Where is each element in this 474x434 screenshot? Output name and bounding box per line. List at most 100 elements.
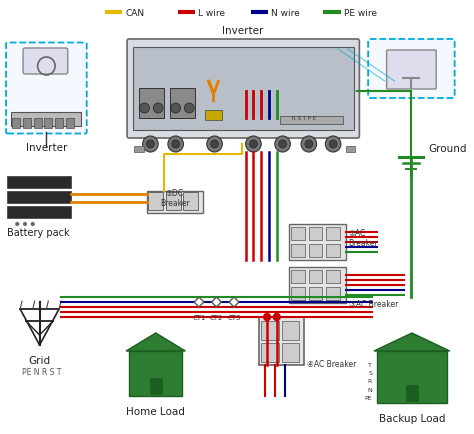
Text: CT1: CT1 <box>192 314 206 320</box>
Bar <box>139 89 164 119</box>
Text: R S T P E: R S T P E <box>292 116 316 121</box>
Polygon shape <box>374 333 450 351</box>
Text: T
S
R
N
PE: T S R N PE <box>365 362 372 400</box>
Circle shape <box>168 137 183 153</box>
Circle shape <box>172 141 180 149</box>
Bar <box>326 227 340 240</box>
Bar <box>309 270 322 283</box>
Circle shape <box>31 223 35 227</box>
FancyBboxPatch shape <box>368 40 455 99</box>
Bar <box>326 244 340 257</box>
Circle shape <box>249 141 257 149</box>
Circle shape <box>15 207 19 211</box>
Bar <box>34 119 42 129</box>
Bar <box>55 119 63 129</box>
Bar <box>309 244 322 257</box>
Circle shape <box>246 137 261 153</box>
Circle shape <box>23 193 27 197</box>
Circle shape <box>305 141 313 149</box>
Bar <box>8 191 71 204</box>
Circle shape <box>301 137 317 153</box>
Circle shape <box>15 223 19 227</box>
Text: N wire: N wire <box>271 9 300 17</box>
Bar <box>282 343 299 362</box>
Bar <box>66 119 73 129</box>
Bar <box>146 191 203 214</box>
Text: PE wire: PE wire <box>344 9 377 17</box>
Circle shape <box>146 141 154 149</box>
FancyBboxPatch shape <box>6 43 87 134</box>
Text: PE N R S T: PE N R S T <box>22 367 61 376</box>
Circle shape <box>329 141 337 149</box>
Circle shape <box>279 141 286 149</box>
Bar <box>290 267 346 303</box>
Text: CT3: CT3 <box>227 314 241 320</box>
Bar <box>280 117 343 125</box>
Circle shape <box>264 314 271 321</box>
Bar <box>292 244 305 257</box>
Bar <box>290 224 346 260</box>
Text: Inverter: Inverter <box>222 26 264 36</box>
Bar <box>170 89 195 119</box>
Text: Battery pack: Battery pack <box>7 227 70 237</box>
Bar <box>406 385 418 401</box>
Circle shape <box>184 104 194 114</box>
Circle shape <box>140 104 149 114</box>
Bar <box>309 227 322 240</box>
Text: ④AC Breaker: ④AC Breaker <box>307 359 356 368</box>
Bar <box>282 321 299 340</box>
Bar <box>129 351 182 396</box>
Circle shape <box>210 141 219 149</box>
Circle shape <box>23 207 27 211</box>
Text: ②AC
Breaker: ②AC Breaker <box>349 228 378 248</box>
Bar <box>292 287 305 300</box>
Polygon shape <box>126 333 185 351</box>
Circle shape <box>273 314 280 321</box>
Bar <box>12 119 20 129</box>
Polygon shape <box>194 297 204 307</box>
Text: ③AC Breaker: ③AC Breaker <box>349 299 398 308</box>
FancyBboxPatch shape <box>127 40 359 139</box>
Bar <box>8 207 71 218</box>
Bar <box>11 113 82 127</box>
Bar <box>23 119 31 129</box>
Bar <box>309 287 322 300</box>
Circle shape <box>15 193 19 197</box>
Circle shape <box>275 137 291 153</box>
Text: L wire: L wire <box>198 9 225 17</box>
Bar <box>292 270 305 283</box>
Bar <box>183 193 198 210</box>
Circle shape <box>143 137 158 153</box>
Bar <box>134 147 144 153</box>
Bar <box>261 343 279 362</box>
Circle shape <box>325 137 341 153</box>
Bar <box>8 177 71 188</box>
Circle shape <box>31 193 35 197</box>
Bar <box>205 111 222 121</box>
Text: Backup Load: Backup Load <box>379 413 445 423</box>
Circle shape <box>23 223 27 227</box>
Circle shape <box>31 207 35 211</box>
Bar <box>261 321 279 340</box>
Bar <box>166 193 181 210</box>
FancyBboxPatch shape <box>387 51 436 90</box>
Text: Grid: Grid <box>28 355 51 365</box>
Text: Ground: Ground <box>428 144 467 154</box>
Bar <box>150 378 162 394</box>
Bar <box>45 119 52 129</box>
Text: ①DC
Breaker: ①DC Breaker <box>160 188 190 208</box>
Text: Home Load: Home Load <box>126 406 185 416</box>
Bar <box>259 317 304 365</box>
Bar <box>346 147 356 153</box>
Bar <box>148 193 163 210</box>
Polygon shape <box>211 297 221 307</box>
FancyBboxPatch shape <box>23 49 68 75</box>
Circle shape <box>171 104 181 114</box>
Text: Inverter: Inverter <box>26 143 67 153</box>
Text: CT2: CT2 <box>210 314 223 320</box>
Bar <box>133 48 354 131</box>
Bar <box>377 351 447 403</box>
Bar <box>292 227 305 240</box>
Circle shape <box>207 137 222 153</box>
Bar <box>326 287 340 300</box>
